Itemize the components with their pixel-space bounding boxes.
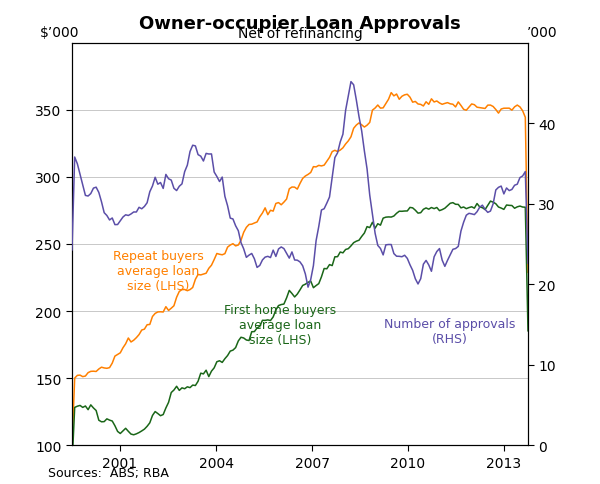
Text: Sources:  ABS; RBA: Sources: ABS; RBA (48, 466, 169, 479)
Text: Number of approvals
(RHS): Number of approvals (RHS) (384, 318, 515, 346)
Text: Owner-occupier Loan Approvals: Owner-occupier Loan Approvals (139, 15, 461, 32)
Text: Net of refinancing: Net of refinancing (238, 27, 362, 41)
Text: ’000: ’000 (527, 26, 557, 40)
Text: Repeat buyers
average loan
size (LHS): Repeat buyers average loan size (LHS) (113, 250, 204, 293)
Text: $’000: $’000 (40, 26, 80, 40)
Text: First home buyers
average loan
size (LHS): First home buyers average loan size (LHS… (224, 303, 336, 346)
